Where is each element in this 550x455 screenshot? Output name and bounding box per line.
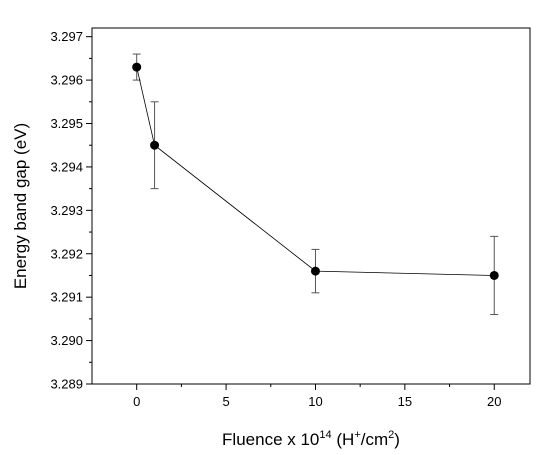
series-line (136, 66, 495, 276)
y-tick-label: 3.295 (50, 116, 83, 131)
x-axis-title-plus: + (354, 429, 360, 441)
x-tick-label: 15 (398, 394, 412, 409)
plot-frame (91, 27, 531, 385)
x-axis-title-unit: /cm (361, 430, 388, 449)
y-tick-label: 3.293 (50, 203, 83, 218)
y-tick-label: 3.290 (50, 333, 83, 348)
x-tick-label: 10 (308, 394, 322, 409)
data-point (150, 140, 160, 150)
y-tick-label: 3.294 (50, 159, 83, 174)
y-tick-label: 3.292 (50, 246, 83, 261)
series-line-path (136, 66, 495, 276)
data-point (310, 266, 320, 276)
x-tick-label: 0 (133, 394, 140, 409)
data-points (132, 62, 499, 280)
y-axis-title: Energy band gap (eV) (11, 123, 30, 289)
data-point (489, 270, 499, 280)
x-axis-title-prefix: Fluence x 10 (222, 430, 319, 449)
x-axis-title-exponent: 14 (319, 429, 331, 441)
y-tick-label: 3.289 (50, 377, 83, 392)
y-tick-label: 3.291 (50, 290, 83, 305)
y-tick-label: 3.296 (50, 73, 83, 88)
y-axis: 3.289 3.290 3.291 3.292 3.293 3.294 3.295 3.296… (50, 29, 92, 392)
x-axis: 0 5 10 15 20 (133, 384, 501, 409)
data-point (132, 62, 142, 72)
x-axis-title-suffix: ) (394, 430, 400, 449)
x-axis-title-middle: (H (332, 430, 355, 449)
x-tick-label: 5 (222, 394, 229, 409)
x-tick-label: 20 (487, 394, 501, 409)
y-tick-label: 3.297 (50, 29, 83, 44)
x-axis-title-unit-exponent: 2 (388, 429, 394, 441)
x-axis-title: Fluence x 1014 (H+/cm2) (222, 429, 400, 449)
